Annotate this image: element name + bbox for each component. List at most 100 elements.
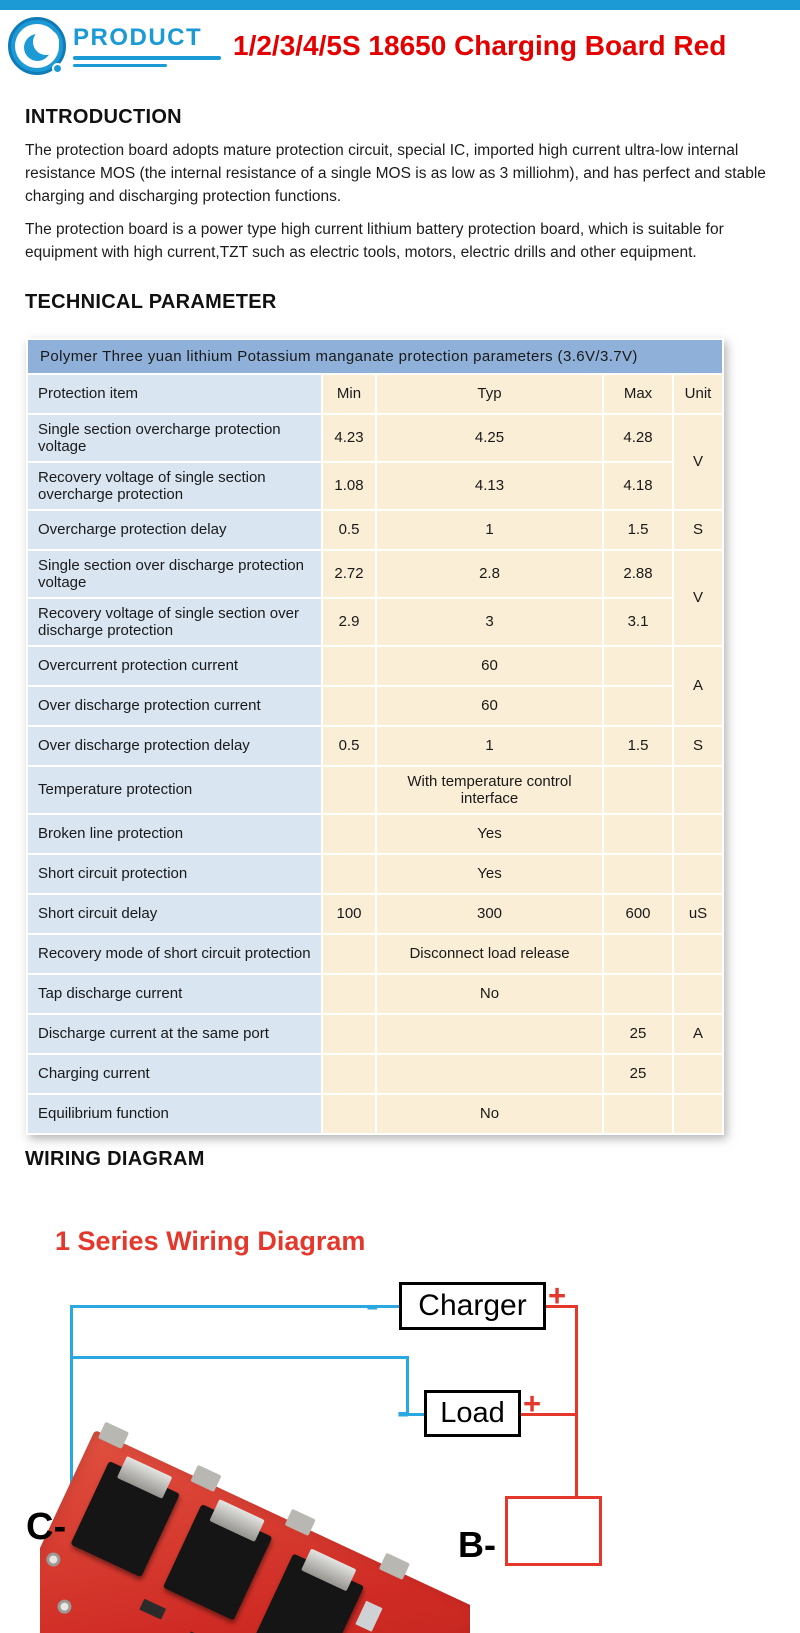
parameter-value-cell: 4.13 — [377, 462, 602, 509]
pcb-solder-pad — [190, 1464, 222, 1493]
parameter-value-cell: 300 — [377, 894, 602, 933]
parameter-value-cell: With temperature control interface — [377, 766, 602, 813]
pcb-solder-pad — [284, 1508, 316, 1537]
parameter-value-cell: 100 — [323, 894, 375, 933]
parameter-value-cell: 1.5 — [604, 510, 672, 549]
parameter-name-cell: Single section over discharge protection… — [28, 550, 321, 597]
table-title: Polymer Three yuan lithium Potassium man… — [28, 339, 722, 373]
table-row: Single section overcharge protection vol… — [28, 414, 722, 509]
wiring-diagram-section: WIRING DIAGRAM 1 Series Wiring Diagram -… — [0, 1140, 800, 1633]
parameter-name-cell: Charging current — [28, 1054, 321, 1093]
wiring-diagram-heading: WIRING DIAGRAM — [25, 1148, 205, 1170]
parameter-value-cell — [323, 646, 375, 685]
table-row: Overcurrent protection current 60 A — [28, 646, 722, 725]
smd-component — [355, 1600, 383, 1632]
b-minus-highlight-box — [505, 1496, 602, 1566]
table-row: Short circuit protection Yes — [28, 854, 722, 893]
parameter-value-cell — [323, 766, 375, 813]
parameter-unit-cell — [674, 854, 722, 893]
parameter-value-cell: No — [377, 1094, 602, 1133]
product-title: 1/2/3/4/5S 18650 Charging Board Red — [233, 29, 727, 61]
parameter-value-cell: Disconnect load release — [377, 934, 602, 973]
parameter-value-cell: 3.1 — [604, 598, 672, 645]
parameter-value-cell — [323, 814, 375, 853]
parameter-unit-cell: S — [674, 510, 722, 549]
charger-minus-sign: - — [366, 1284, 379, 1326]
pcb-hole — [55, 1597, 74, 1616]
parameter-value-cell: 3 — [377, 598, 602, 645]
wiring-subtitle: 1 Series Wiring Diagram — [55, 1226, 366, 1256]
negative-bus-wire — [70, 1305, 73, 1557]
table-column-header-row: Protection item Min Typ Max Unit — [28, 374, 722, 413]
parameter-value-cell: 4.18 — [604, 462, 672, 509]
table-row: Recovery mode of short circuit protectio… — [28, 934, 722, 973]
parameter-unit-cell — [674, 814, 722, 853]
pcb-photo — [40, 1420, 470, 1633]
mosfet-component-icon — [162, 1504, 273, 1621]
column-header-max: Max — [604, 374, 672, 413]
parameter-value-cell: 4.25 — [377, 414, 602, 461]
parameter-value-cell — [604, 814, 672, 853]
brand-underline-short — [73, 64, 167, 67]
parameter-unit-cell: uS — [674, 894, 722, 933]
parameter-value-cell: 2.8 — [377, 550, 602, 597]
load-negative-drop-wire — [406, 1356, 409, 1416]
technical-parameter-heading: TECHNICAL PARAMETER — [25, 290, 277, 313]
brand-block: PRODUCT — [73, 24, 223, 67]
parameter-value-cell: Yes — [377, 814, 602, 853]
parameter-value-cell: 60 — [377, 646, 602, 685]
smd-component — [139, 1598, 167, 1620]
page-header: PRODUCT 1/2/3/4/5S 18650 Charging Board … — [0, 0, 800, 80]
logo-swoosh — [24, 28, 59, 61]
pcb-solder-pad — [378, 1552, 411, 1580]
load-negative-wire — [70, 1356, 409, 1359]
parameter-value-cell: 4.28 — [604, 414, 672, 461]
load-negative-stub-wire — [406, 1413, 426, 1416]
parameter-value-cell: 1.5 — [604, 726, 672, 765]
parameter-table: Polymer Three yuan lithium Potassium man… — [26, 337, 724, 1135]
mosfet-component-icon — [254, 1553, 365, 1633]
parameter-value-cell: 2.72 — [323, 550, 375, 597]
table-row: Single section over discharge protection… — [28, 550, 722, 645]
table-row: Equilibrium function No — [28, 1094, 722, 1133]
parameter-name-cell: Recovery voltage of single section overc… — [28, 462, 321, 509]
load-positive-wire — [520, 1413, 578, 1416]
parameter-value-cell — [323, 1094, 375, 1133]
table-row: Recovery voltage of single section overc… — [28, 462, 722, 509]
table-title-row: Polymer Three yuan lithium Potassium man… — [28, 339, 722, 373]
parameter-value-cell — [323, 854, 375, 893]
parameter-value-cell: 2.88 — [604, 550, 672, 597]
table-row: Discharge current at the same port 25 A — [28, 1014, 722, 1053]
parameter-value-cell — [604, 934, 672, 973]
parameter-value-cell: 4.23 — [323, 414, 375, 461]
pcb-solder-pad — [97, 1421, 130, 1449]
table-row: Short circuit delay 100 300 600 uS — [28, 894, 722, 933]
parameter-name-cell: Equilibrium function — [28, 1094, 321, 1133]
parameter-value-cell: 1 — [377, 510, 602, 549]
parameter-name-cell: Short circuit protection — [28, 854, 321, 893]
parameter-unit-cell — [674, 1094, 722, 1133]
table-row: Charging current 25 — [28, 1054, 722, 1093]
parameter-value-cell — [323, 1014, 375, 1053]
parameter-value-cell: 600 — [604, 894, 672, 933]
parameter-value-cell — [604, 1094, 672, 1133]
parameter-value-cell: 1 — [377, 726, 602, 765]
pcb-board — [40, 1421, 470, 1633]
load-box: Load — [424, 1390, 521, 1437]
column-header-typ: Typ — [377, 374, 602, 413]
table-row: Over discharge protection delay 0.5 1 1.5 S — [28, 726, 722, 765]
pcb-hole — [44, 1550, 63, 1569]
column-header-protection-item: Protection item — [28, 374, 321, 413]
charger-negative-wire — [70, 1305, 399, 1308]
parameter-value-cell: No — [377, 974, 602, 1013]
parameter-name-cell: Overcurrent protection current — [28, 646, 321, 685]
parameter-value-cell — [604, 854, 672, 893]
parameter-name-cell: Single section overcharge protection vol… — [28, 414, 321, 461]
parameter-unit-cell: A — [674, 646, 722, 725]
parameter-value-cell — [323, 1054, 375, 1093]
table-row: Overcharge protection delay 0.5 1 1.5 S — [28, 510, 722, 549]
parameter-name-cell: Tap discharge current — [28, 974, 321, 1013]
parameter-name-cell: Over discharge protection current — [28, 686, 321, 725]
charger-label: Charger — [418, 1289, 527, 1322]
